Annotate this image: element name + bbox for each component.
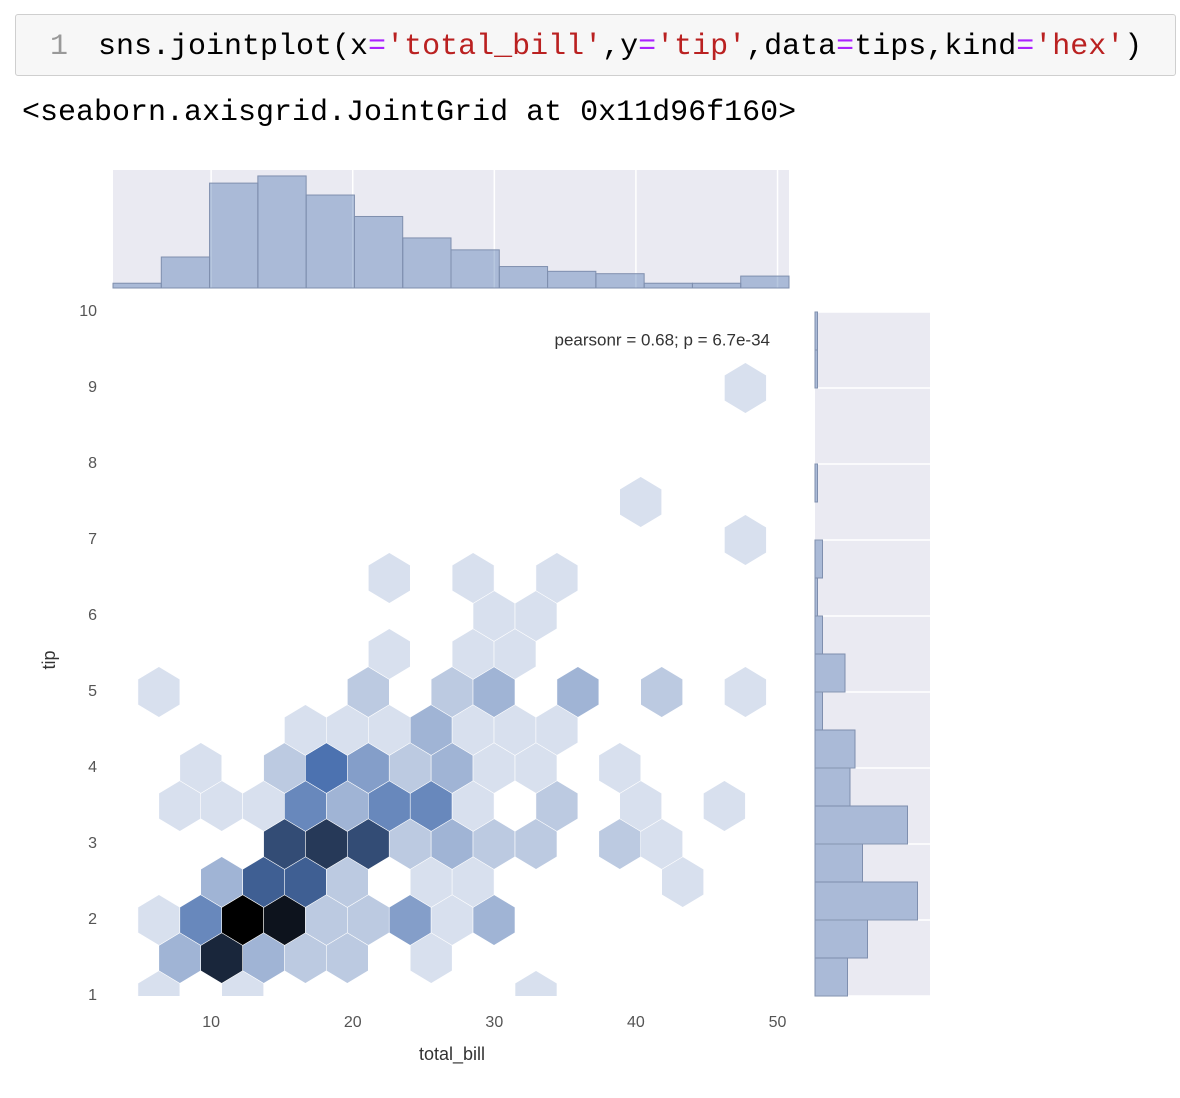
hex-cell [451,552,495,604]
code-cell[interactable] [15,14,1176,76]
hex-cell [535,552,579,604]
histogram-bar [353,215,404,289]
annotation: pearsonr = 0.68; p = 6.7e-34 [555,330,771,349]
y-tick-label: 8 [88,455,97,472]
hex-cell [598,742,642,794]
y-tick-label: 5 [88,683,97,700]
hex-cell [724,666,767,718]
y-tick-label: 9 [88,379,97,396]
hex-cell [367,628,411,680]
histogram-bar [160,256,211,289]
histogram-bar [547,270,597,289]
code-token: = [368,30,386,64]
histogram-bar [740,275,790,289]
code-token: 'tip' [656,30,746,64]
code-token: ,y [602,30,638,64]
cell-output: <seaborn.axisgrid.JointGrid at 0x11d96f1… [22,96,796,130]
histogram-bar [814,311,818,351]
histogram-bar [814,691,823,731]
x-tick-label: 20 [344,1014,362,1031]
histogram-bar [814,881,918,921]
histogram-bar [305,194,355,289]
y-tick-label: 1 [88,987,97,1004]
y-tick-label: 6 [88,607,97,624]
histogram-bar [814,957,848,997]
code-token: = [836,30,854,64]
histogram-bar [814,349,818,389]
y-tick-label: 3 [88,835,97,852]
hex-cell [724,362,767,414]
hex-cell [640,666,684,718]
hexbin-layer [137,362,767,996]
y-tick-label: 7 [88,531,97,548]
histogram-bar [814,539,823,579]
hex-cell [367,552,411,604]
x-tick-label: 40 [627,1014,645,1031]
code-token: sns.jointplot(x [98,30,368,64]
histogram-bar [814,615,823,655]
code-token: tips,kind [854,30,1016,64]
histogram-bar [112,282,162,289]
code-token: ) [1124,30,1142,64]
histogram-bar [814,577,818,617]
hex-cell [556,666,600,718]
hex-cell [619,476,663,528]
y-axis-label: tip [39,650,59,669]
histogram-bar [450,249,500,289]
histogram-bar [814,919,868,959]
histogram-bar [814,805,908,845]
hex-cell [703,780,746,832]
line-number: 1 [50,30,68,64]
histogram-bar [814,767,851,807]
code-token: = [1016,30,1034,64]
histogram-bar [498,266,549,289]
histogram-bar [814,653,846,693]
hex-cell [724,514,767,566]
x-tick-label: 10 [202,1014,220,1031]
hex-cell [514,970,558,996]
histogram-bar [814,843,863,883]
y-tick-label: 2 [88,911,97,928]
histogram-bar [643,282,693,289]
x-tick-label: 50 [769,1014,787,1031]
hex-cell [137,666,181,718]
histogram-bar [814,463,818,503]
x-axis-label: total_bill [419,1044,485,1065]
histogram-bar [209,182,259,289]
y-tick-label: 10 [79,303,97,320]
code-token: = [638,30,656,64]
hex-cell [179,742,223,794]
code-token: 'total_bill' [386,30,602,64]
histogram-bar [595,273,645,289]
histogram-bar [257,175,307,289]
histogram-bar [691,282,742,289]
code-token: ,data [746,30,836,64]
x-tick-label: 30 [485,1014,503,1031]
histogram-bar [402,237,452,289]
y-tick-label: 4 [88,759,97,776]
code-token: 'hex' [1034,30,1124,64]
code-line[interactable]: sns.jointplot(x='total_bill',y='tip',dat… [98,30,1142,64]
histogram-bar [814,729,856,769]
